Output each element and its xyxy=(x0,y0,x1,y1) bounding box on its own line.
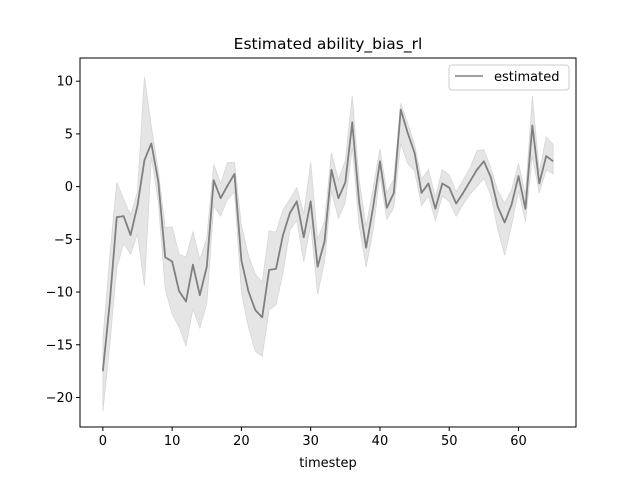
x-tick-label: 20 xyxy=(233,434,250,449)
plot-frame xyxy=(79,57,577,428)
y-tick-label: −20 xyxy=(46,391,73,406)
plot-layer xyxy=(101,76,554,412)
y-tick-label: −10 xyxy=(46,286,73,301)
legend: estimated xyxy=(448,64,570,91)
x-tick-label: 0 xyxy=(99,434,107,449)
y-tick-label: 5 xyxy=(65,127,73,142)
x-tick-label: 40 xyxy=(372,434,389,449)
series-line-estimated xyxy=(101,108,554,372)
x-tick-label: 60 xyxy=(510,434,527,449)
y-tick-label: −15 xyxy=(46,338,73,353)
x-tick-label: 10 xyxy=(164,434,181,449)
y-tick-label: 0 xyxy=(65,180,73,195)
axes-layer: 0 10 20 30 40 50 60 −20 −15 −10 −5 0 5 10 xyxy=(46,57,577,449)
legend-label-estimated: estimated xyxy=(494,70,559,85)
x-tick-label: 50 xyxy=(441,434,458,449)
x-axis-label: timestep xyxy=(299,456,357,471)
legend-box xyxy=(448,64,570,91)
chart-title: Estimated ability_bias_rl xyxy=(234,35,423,54)
confidence-band xyxy=(102,76,554,412)
y-tick-label: 10 xyxy=(56,75,73,90)
y-tick-label: −5 xyxy=(54,233,73,248)
x-tick-label: 30 xyxy=(302,434,319,449)
